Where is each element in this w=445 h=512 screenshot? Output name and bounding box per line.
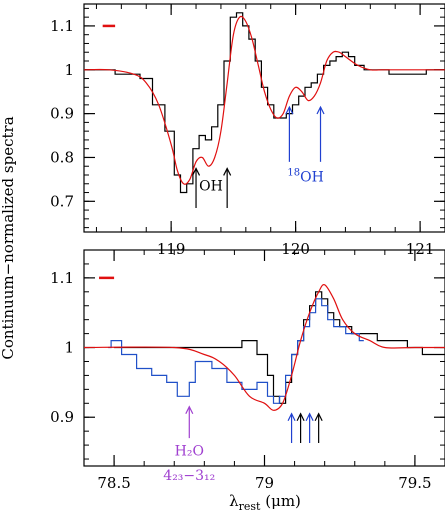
y-tick-label: 0.9 — [50, 105, 74, 123]
y-tick-label: 1.1 — [50, 17, 74, 35]
line-arrow-head — [316, 105, 325, 115]
y-tick-label: 1.1 — [50, 269, 74, 287]
line-arrow-head — [296, 412, 305, 422]
series-line-1 — [84, 15, 445, 185]
plot-frame — [83, 3, 445, 233]
oh-label: OH — [199, 178, 223, 194]
y-tick-label: 0.9 — [50, 408, 74, 426]
x-tick-label: 78.5 — [97, 474, 130, 492]
x-tick-label: 121 — [406, 240, 435, 258]
line-arrow-head — [185, 405, 194, 415]
x-tick-label: 79.5 — [398, 474, 431, 492]
line-arrow-head — [305, 412, 314, 422]
y-axis-title: Continuum−normalized spectra — [0, 116, 17, 359]
y-tick-label: 0.8 — [50, 148, 74, 166]
x-axis-title: λrest (μm) — [229, 492, 301, 512]
line-arrow-head — [285, 105, 294, 115]
oh18-label: 18OH — [287, 168, 323, 186]
series-line-2 — [84, 284, 445, 411]
y-tick-label: 1 — [64, 61, 74, 79]
h2o-label: H₂O — [175, 444, 204, 460]
x-tick-label: 79 — [255, 474, 274, 492]
h2o-transition-label: 4₂₃−3₁₂ — [163, 468, 215, 484]
series-histogram-1 — [108, 298, 364, 404]
x-tick-label: 120 — [281, 240, 310, 258]
x-tick-label: 119 — [157, 240, 186, 258]
bottom-panel: 78.5 79 79.5 0.9 1 1.1 H₂O 4₂₃−3₁₂ — [50, 249, 445, 492]
line-arrow-head — [314, 412, 323, 422]
line-arrow-head — [223, 167, 232, 176]
line-arrow-head — [191, 167, 201, 176]
y-tick-label: 0.7 — [50, 192, 74, 210]
y-tick-label: 1 — [64, 339, 74, 357]
plot-frame — [83, 249, 445, 467]
top-panel: 119 120 121 0.7 0.8 0.9 1 1.1 OH 18OH — [50, 3, 445, 258]
line-arrow-head — [287, 412, 296, 422]
series-histogram-0 — [84, 12, 445, 194]
